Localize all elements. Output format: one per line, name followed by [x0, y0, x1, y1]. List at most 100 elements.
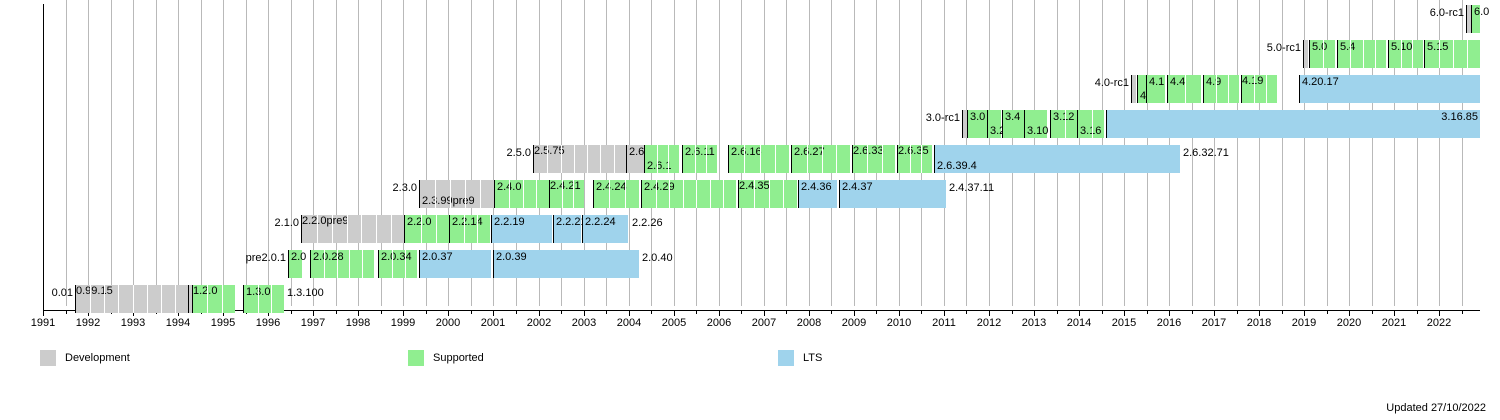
gridline-minor — [246, 0, 247, 306]
x-axis-tick-label: 2022 — [1426, 317, 1452, 329]
timeline-segment[interactable]: 5.10 — [1388, 40, 1423, 68]
timeline-segment[interactable]: 2.6.33 — [852, 145, 895, 173]
timeline-segment[interactable] — [1303, 40, 1308, 68]
gridline — [493, 0, 494, 306]
timeline-segment[interactable]: 5.4 — [1337, 40, 1386, 68]
x-axis-tick-label: 1995 — [210, 317, 236, 329]
x-axis-tick — [1034, 311, 1035, 316]
timeline-segment[interactable]: 4.9 — [1203, 75, 1239, 103]
timeline-segment[interactable]: 1.2.0 — [192, 285, 235, 313]
segment-label: 2.2.0pre9 — [302, 215, 349, 227]
timeline-segment[interactable]: 3.10 — [1024, 110, 1048, 138]
x-axis-tick — [133, 311, 134, 316]
series-end-label: 1.3.100 — [287, 287, 324, 299]
x-axis-tick-minor — [66, 311, 67, 314]
timeline-segment[interactable]: 2.4.37 — [839, 180, 946, 208]
x-axis-tick — [584, 311, 585, 316]
gridline-minor — [201, 0, 202, 306]
series-end-label: 2.4.37.11 — [949, 182, 995, 194]
x-axis-tick-minor — [381, 311, 382, 314]
timeline-segment[interactable]: 2.5.75 — [533, 145, 626, 173]
gridline-minor — [471, 0, 472, 306]
series-start-label: 2.1.0 — [274, 217, 299, 229]
timeline-segment[interactable]: 4.0 — [1137, 75, 1155, 103]
timeline-segment[interactable]: 5.15 — [1424, 40, 1480, 68]
timeline-segment[interactable]: 1.3.0 — [243, 285, 284, 313]
timeline-segment[interactable]: 2.6.0 — [626, 145, 653, 173]
timeline-segment[interactable]: 2.6.1 — [644, 145, 679, 173]
timeline-segment[interactable]: 3.4 — [1002, 110, 1025, 138]
release-divider — [509, 180, 510, 208]
timeline-segment[interactable]: 3.16.85 — [1106, 110, 1480, 138]
timeline-segment[interactable]: 2.6.11 — [682, 145, 717, 173]
x-axis-tick-minor — [1192, 311, 1193, 314]
timeline-segment[interactable]: 2.6.27 — [791, 145, 850, 173]
segment-label: 3.0 — [970, 111, 986, 123]
timeline-segment[interactable] — [1131, 75, 1136, 103]
timeline-segment[interactable]: 4.4 — [1167, 75, 1201, 103]
release-divider — [324, 250, 325, 278]
gridline — [223, 0, 224, 306]
timeline-segment[interactable]: 3.16 — [1077, 110, 1104, 138]
timeline-segment[interactable]: 4.20.17 — [1299, 75, 1480, 103]
release-divider — [573, 180, 574, 208]
timeline-segment[interactable]: 3.2 — [987, 110, 1005, 138]
timeline-segment[interactable]: 2.2.21 — [553, 215, 587, 243]
timeline-segment[interactable]: 2.6.35 — [897, 145, 932, 173]
legend-item-lts[interactable]: LTS — [778, 348, 822, 368]
x-axis-tick — [539, 311, 540, 316]
timeline-segment[interactable]: 2.4.21 — [549, 180, 584, 208]
timeline-segment[interactable]: 2.0 — [288, 250, 306, 278]
timeline-segment[interactable]: 2.4.29 — [641, 180, 736, 208]
x-axis-tick-label: 1994 — [165, 317, 191, 329]
timeline-segment[interactable]: 2.2.0pre9 — [301, 215, 405, 243]
legend-item-dev[interactable]: Development — [40, 348, 130, 368]
release-divider — [867, 145, 868, 173]
gridline-minor — [1462, 0, 1463, 306]
timeline-segment[interactable]: 2.2.14 — [449, 215, 490, 243]
legend-item-sup[interactable]: Supported — [408, 348, 484, 368]
timeline-segment[interactable]: 2.4.35 — [738, 180, 797, 208]
timeline-segment[interactable]: 2.3.99pre9 — [419, 180, 494, 208]
timeline-segment[interactable]: 2.0.37 — [419, 250, 491, 278]
timeline-segment[interactable] — [962, 110, 967, 138]
gridline — [1439, 0, 1440, 306]
segment-label: 2.6.35 — [898, 145, 929, 157]
timeline-segment[interactable]: 5.0 — [1309, 40, 1335, 68]
x-axis-tick-minor — [1237, 311, 1238, 314]
timeline-segment[interactable]: 2.0.28 — [310, 250, 374, 278]
timeline-segment[interactable] — [1466, 5, 1471, 33]
timeline-segment[interactable]: 2.4.36 — [798, 180, 837, 208]
gridline — [1349, 0, 1350, 306]
gridline-minor — [111, 0, 112, 306]
timeline-segment[interactable]: 3.12 — [1050, 110, 1077, 138]
segment-label: 2.6.33 — [853, 145, 884, 157]
release-divider — [695, 145, 696, 173]
timeline-segment[interactable]: 0.99.15 — [75, 285, 188, 313]
timeline-segment[interactable]: 2.4.24 — [593, 180, 639, 208]
segment-label: 2.5.75 — [534, 145, 565, 157]
timeline-segment[interactable]: 4.1 — [1146, 75, 1165, 103]
x-axis-tick — [944, 311, 945, 316]
x-axis-tick — [268, 311, 269, 316]
x-axis-tick-label: 1992 — [75, 317, 101, 329]
timeline-segment[interactable]: 6.0 — [1471, 5, 1489, 33]
x-axis-tick-label: 2012 — [976, 317, 1002, 329]
release-divider — [600, 145, 601, 173]
timeline-segment[interactable]: 3.0 — [967, 110, 989, 138]
timeline-segment[interactable]: 2.6.39.4 — [934, 145, 1180, 173]
timeline-segment[interactable] — [188, 285, 192, 313]
release-divider — [1266, 75, 1267, 103]
timeline-segment[interactable]: 2.0.39 — [493, 250, 639, 278]
release-divider — [391, 215, 392, 243]
gridline-minor — [66, 0, 67, 306]
timeline-segment[interactable]: 2.4.0 — [494, 180, 549, 208]
release-divider — [668, 145, 669, 173]
timeline-segment[interactable]: 2.0.34 — [378, 250, 417, 278]
timeline-segment[interactable]: 4.19 — [1241, 75, 1277, 103]
timeline-segment[interactable]: 2.2.24 — [582, 215, 628, 243]
x-axis-tick-minor — [1102, 311, 1103, 314]
release-divider — [421, 215, 422, 243]
timeline-segment[interactable]: 2.6.16 — [728, 145, 789, 173]
timeline-segment[interactable]: 2.2.19 — [491, 215, 552, 243]
